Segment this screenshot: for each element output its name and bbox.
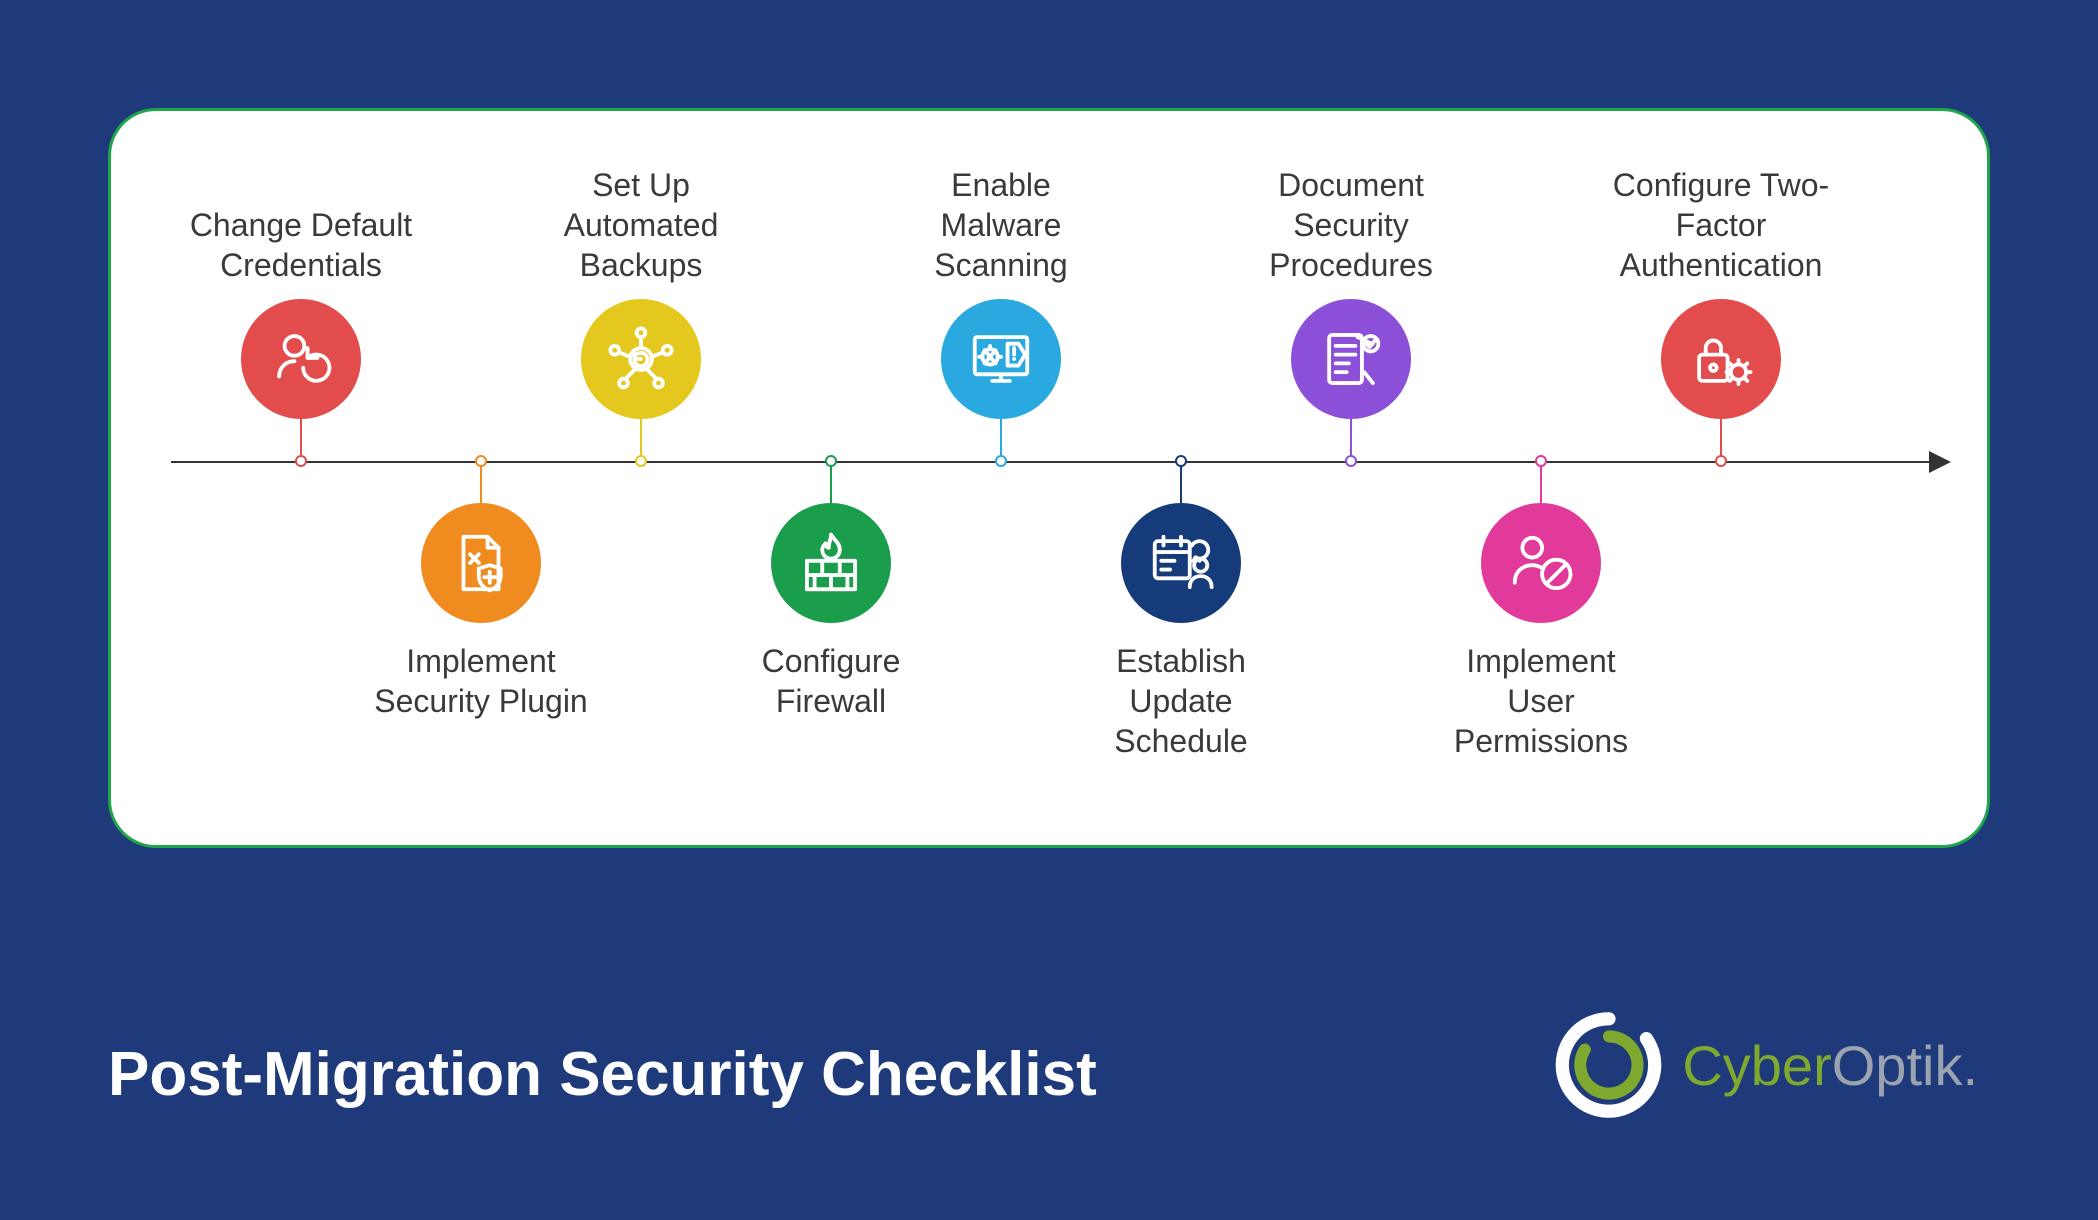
node-axis-dot — [1715, 455, 1727, 467]
timeline-axis — [171, 461, 1931, 463]
node-label: Configure Two- Factor Authentication — [1581, 165, 1861, 285]
node-axis-dot — [635, 455, 647, 467]
logo-mark-icon — [1554, 1010, 1664, 1120]
node-axis-dot — [995, 455, 1007, 467]
node-label: Change Default Credentials — [161, 205, 441, 285]
node-stem — [1540, 461, 1542, 503]
node-label: Implement User Permissions — [1401, 641, 1681, 761]
brand-name: CyberOptik. — [1682, 1033, 1978, 1098]
node-stem — [1180, 461, 1182, 503]
node-stem — [480, 461, 482, 503]
node-axis-dot — [1535, 455, 1547, 467]
node-axis-dot — [1345, 455, 1357, 467]
user-refresh-icon — [241, 299, 361, 419]
document-check-icon — [1291, 299, 1411, 419]
page-title: Post-Migration Security Checklist — [108, 1039, 1097, 1110]
node-axis-dot — [1175, 455, 1187, 467]
node-axis-dot — [475, 455, 487, 467]
timeline-arrowhead — [1929, 451, 1951, 473]
node-label: Establish Update Schedule — [1041, 641, 1321, 761]
node-stem — [830, 461, 832, 503]
lock-gear-icon — [1661, 299, 1781, 419]
infographic-card: Change Default Credentials Implement Secu… — [108, 108, 1990, 848]
node-label: Implement Security Plugin — [341, 641, 621, 721]
node-axis-dot — [825, 455, 837, 467]
node-label: Enable Malware Scanning — [861, 165, 1141, 285]
firewall-icon — [771, 503, 891, 623]
node-label: Document Security Procedures — [1211, 165, 1491, 285]
user-block-icon — [1481, 503, 1601, 623]
node-label: Configure Firewall — [691, 641, 971, 721]
file-shield-icon — [421, 503, 541, 623]
brand-name-a: Cyber — [1682, 1034, 1831, 1097]
backup-cycle-icon — [581, 299, 701, 419]
calendar-user-icon — [1121, 503, 1241, 623]
brand-name-b: Optik. — [1832, 1034, 1978, 1097]
brand-logo: CyberOptik. — [1554, 1010, 1978, 1120]
node-axis-dot — [295, 455, 307, 467]
malware-scan-icon — [941, 299, 1061, 419]
node-label: Set Up Automated Backups — [501, 165, 781, 285]
